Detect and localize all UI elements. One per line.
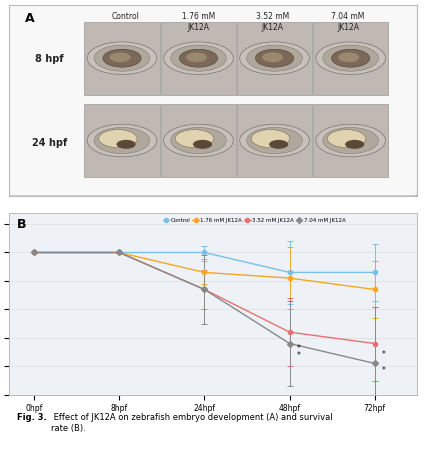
Text: 7.04 mM
JK12A: 7.04 mM JK12A — [331, 12, 365, 32]
Circle shape — [87, 42, 157, 75]
Circle shape — [316, 124, 386, 157]
Bar — [84, 22, 160, 94]
Circle shape — [94, 127, 150, 153]
Circle shape — [164, 124, 233, 157]
Text: 8 hpf: 8 hpf — [35, 54, 64, 64]
Text: *: * — [296, 351, 300, 360]
Text: *: * — [382, 350, 386, 359]
Text: 24 hpf: 24 hpf — [32, 138, 67, 148]
Circle shape — [328, 130, 366, 147]
Circle shape — [251, 130, 290, 147]
Circle shape — [87, 124, 157, 157]
Circle shape — [338, 52, 359, 62]
Text: *: * — [382, 366, 386, 375]
Text: A: A — [25, 12, 35, 25]
Circle shape — [103, 49, 141, 67]
Circle shape — [316, 42, 386, 75]
Circle shape — [171, 45, 226, 71]
Circle shape — [179, 49, 218, 67]
FancyBboxPatch shape — [9, 5, 417, 196]
Circle shape — [171, 127, 226, 153]
Circle shape — [94, 45, 150, 71]
Circle shape — [186, 52, 207, 62]
Text: Effect of JK12A on zebrafish embryo development (A) and survival
rate (B).: Effect of JK12A on zebrafish embryo deve… — [52, 414, 333, 433]
Circle shape — [247, 127, 302, 153]
Circle shape — [269, 140, 288, 149]
Text: *: * — [296, 344, 300, 353]
Text: Control: Control — [111, 12, 139, 21]
Circle shape — [323, 127, 378, 153]
Text: 1.76 mM
JK12A: 1.76 mM JK12A — [182, 12, 215, 32]
Circle shape — [323, 45, 378, 71]
Text: B: B — [17, 218, 26, 231]
Legend: Control, 1.76 mM JK12A, 3.52 mM JK12A, 7.04 mM JK12A: Control, 1.76 mM JK12A, 3.52 mM JK12A, 7… — [160, 215, 348, 225]
Circle shape — [247, 45, 302, 71]
Circle shape — [175, 130, 213, 147]
Circle shape — [117, 140, 135, 149]
Circle shape — [262, 52, 283, 62]
Circle shape — [345, 140, 364, 149]
Circle shape — [331, 49, 370, 67]
Circle shape — [109, 52, 131, 62]
Circle shape — [164, 42, 233, 75]
Bar — [237, 22, 312, 94]
Circle shape — [256, 49, 294, 67]
Circle shape — [193, 140, 212, 149]
Circle shape — [99, 130, 137, 147]
Text: Fig. 3.: Fig. 3. — [17, 414, 46, 422]
Bar — [161, 22, 236, 94]
Bar — [84, 104, 160, 177]
Circle shape — [240, 124, 309, 157]
Bar — [313, 22, 389, 94]
Bar — [313, 104, 389, 177]
Bar — [237, 104, 312, 177]
Bar — [161, 104, 236, 177]
Text: 3.52 mM
JK12A: 3.52 mM JK12A — [256, 12, 289, 32]
Circle shape — [240, 42, 309, 75]
